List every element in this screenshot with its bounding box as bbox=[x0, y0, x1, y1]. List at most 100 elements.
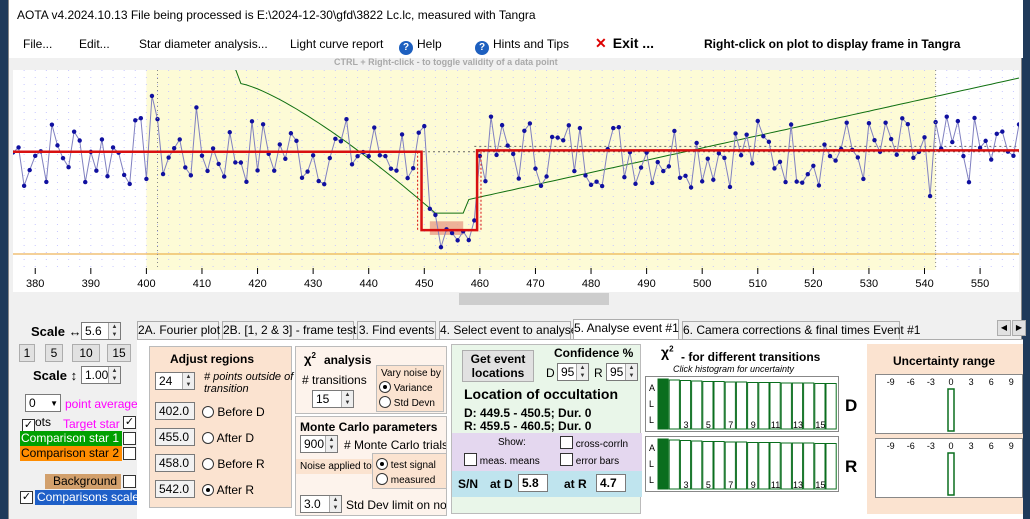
error-bars-checkbox-row[interactable]: error bars bbox=[560, 453, 619, 467]
tab-select-event[interactable]: 4. Select event to analyse bbox=[439, 321, 578, 339]
after-r-radio[interactable]: After R bbox=[202, 483, 254, 497]
transition-bar bbox=[769, 382, 781, 430]
confidence-d-input[interactable]: 95 ▲ ▼ bbox=[557, 363, 589, 381]
confidence-r-spinner[interactable]: ▲ ▼ bbox=[625, 364, 637, 380]
before-d-value[interactable]: 402.0 bbox=[155, 402, 195, 420]
sd-limit-input[interactable]: 3.0 ▲ ▼ bbox=[300, 495, 342, 513]
scale-y-spinner[interactable]: ▲ ▼ bbox=[108, 367, 120, 383]
background-checkbox[interactable] bbox=[123, 475, 136, 488]
all-label: L bbox=[649, 459, 654, 469]
scale-button-1[interactable]: 1 bbox=[19, 344, 35, 362]
before-r-value[interactable]: 458.0 bbox=[155, 454, 195, 472]
data-point bbox=[77, 138, 82, 143]
measured-radio[interactable]: measured bbox=[376, 473, 435, 486]
scale-button-5[interactable]: 5 bbox=[45, 344, 63, 362]
data-point bbox=[227, 130, 232, 135]
data-point bbox=[872, 137, 877, 143]
target-star-checkbox[interactable]: ✓ bbox=[123, 416, 136, 429]
menu-hints[interactable]: ? Hints and Tips bbox=[475, 37, 569, 55]
data-point bbox=[833, 158, 838, 163]
plot-scrollbar[interactable] bbox=[13, 292, 1019, 306]
uncertainty-r-svg[interactable]: -9 -6 -3 0 3 6 9 bbox=[876, 439, 1022, 497]
histogram-r-svg[interactable]: ALL 3 5 7 9 11 13 15 bbox=[646, 437, 838, 491]
after-r-value[interactable]: 542.0 bbox=[155, 480, 195, 498]
data-point bbox=[549, 134, 555, 140]
cross-corr-checkbox-row[interactable]: cross-corrln bbox=[560, 436, 628, 450]
noise-stddev-dot[interactable] bbox=[379, 396, 391, 408]
menu-star-diameter[interactable]: Star diameter analysis... bbox=[139, 37, 268, 51]
test-signal-dot[interactable] bbox=[376, 458, 388, 470]
tab-scroll-left[interactable]: ◀ bbox=[997, 320, 1011, 336]
tab-fourier[interactable]: 2A. Fourier plot bbox=[137, 321, 221, 339]
data-point bbox=[694, 140, 699, 146]
uncertainty-d-plot[interactable]: -9 -6 -3 0 3 6 9 bbox=[875, 374, 1023, 434]
transition-bar-label: 7 bbox=[728, 480, 733, 490]
scale-y-input[interactable]: 1.00 ▲ ▼ bbox=[81, 366, 121, 384]
transitions-histogram-d[interactable]: A L L 3 5 7 9 11 13 15 bbox=[645, 376, 839, 432]
confidence-d-spinner[interactable]: ▲ ▼ bbox=[576, 364, 588, 380]
scale-button-10[interactable]: 10 bbox=[72, 344, 100, 362]
confidence-r-input[interactable]: 95 ▲ ▼ bbox=[606, 363, 638, 381]
scale-button-15[interactable]: 15 bbox=[107, 344, 131, 362]
sn-label: S/N bbox=[458, 477, 479, 491]
meas-means-checkbox-row[interactable]: meas. means bbox=[464, 453, 540, 467]
plots-checkbox-row[interactable]: ✓ ots bbox=[22, 415, 51, 432]
scale-x-input[interactable]: 5.6 ▲ ▼ bbox=[81, 322, 121, 340]
transitions-histogram-r[interactable]: A L L 3 5 7 9 11 13 15 bbox=[645, 436, 839, 492]
comp1-checkbox[interactable] bbox=[123, 432, 136, 445]
tab-analyse-event[interactable]: 5. Analyse event #1 bbox=[573, 319, 679, 339]
light-curve-plot[interactable]: 380 390 400 410 420 430 440 450 460 470 480 490 500 5… bbox=[10, 62, 1022, 292]
meas-means-checkbox[interactable] bbox=[464, 453, 477, 466]
tab-camera-corrections[interactable]: 6. Camera corrections & final times Even… bbox=[682, 321, 921, 339]
cross-corr-checkbox[interactable] bbox=[560, 436, 573, 449]
plot-scroll-thumb[interactable] bbox=[459, 293, 609, 305]
after-d-radio[interactable]: After D bbox=[202, 431, 254, 445]
transition-bar bbox=[724, 381, 736, 430]
noise-variance-dot[interactable] bbox=[379, 381, 391, 393]
point-average-select[interactable]: 0 ▼ bbox=[25, 394, 61, 412]
x-tick-label: 450 bbox=[415, 278, 433, 290]
noise-variance-radio[interactable]: Variance bbox=[379, 381, 433, 394]
menu-light-curve-report[interactable]: Light curve report bbox=[290, 37, 384, 51]
menu-exit[interactable]: ✕ Exit ... bbox=[595, 35, 654, 52]
transitions-spinner[interactable]: ▲ ▼ bbox=[341, 391, 353, 407]
point-average-label: point average bbox=[65, 397, 138, 411]
menu-file[interactable]: File... bbox=[23, 37, 53, 51]
transition-bar bbox=[825, 443, 837, 490]
points-outside-spinner[interactable]: ▲ ▼ bbox=[182, 373, 194, 389]
transition-bar bbox=[679, 440, 692, 490]
test-signal-radio[interactable]: test signal bbox=[376, 458, 436, 471]
tab-scroll-right[interactable]: ▶ bbox=[1012, 320, 1026, 336]
histogram-d-svg[interactable]: ALL 3 5 7 9 11 13 15 bbox=[646, 377, 838, 431]
transitions-input[interactable]: 15 ▲ ▼ bbox=[312, 390, 354, 408]
after-d-value[interactable]: 455.0 bbox=[155, 428, 195, 446]
after-r-radio-dot[interactable] bbox=[202, 484, 214, 496]
get-event-locations-button[interactable]: Get event locations bbox=[462, 350, 534, 382]
before-r-radio-dot[interactable] bbox=[202, 458, 214, 470]
error-bars-checkbox[interactable] bbox=[560, 453, 573, 466]
before-d-radio[interactable]: Before D bbox=[202, 405, 265, 419]
before-r-radio[interactable]: Before R bbox=[202, 457, 265, 471]
tab-find-events[interactable]: 3. Find events bbox=[357, 321, 436, 339]
measured-dot[interactable] bbox=[376, 473, 388, 485]
menu-help[interactable]: ? Help bbox=[399, 37, 442, 55]
close-icon: ✕ bbox=[595, 35, 607, 51]
points-outside-input[interactable]: 24 ▲ ▼ bbox=[155, 372, 195, 390]
before-d-radio-dot[interactable] bbox=[202, 406, 214, 418]
uncertainty-r-plot[interactable]: -9 -6 -3 0 3 6 9 bbox=[875, 438, 1023, 498]
trials-input[interactable]: 900 ▲ ▼ bbox=[300, 435, 338, 453]
data-point bbox=[972, 115, 977, 121]
sd-limit-spinner[interactable]: ▲ ▼ bbox=[329, 496, 341, 512]
data-point bbox=[499, 122, 505, 128]
data-point bbox=[561, 138, 566, 143]
comp2-checkbox[interactable] bbox=[123, 447, 136, 460]
noise-stddev-radio[interactable]: Std Devn bbox=[379, 396, 435, 409]
tab-frame-test[interactable]: 2B. [1, 2 & 3] - frame test bbox=[222, 321, 357, 339]
trials-spinner[interactable]: ▲ ▼ bbox=[325, 436, 337, 452]
menu-edit[interactable]: Edit... bbox=[79, 37, 110, 51]
light-curve-svg[interactable]: 380 390 400 410 420 430 440 450 460 470 480 490 500 5… bbox=[10, 62, 1022, 292]
scale-x-spinner[interactable]: ▲ ▼ bbox=[108, 323, 120, 339]
comps-scaled-checkbox[interactable]: ✓ bbox=[20, 491, 33, 504]
after-d-radio-dot[interactable] bbox=[202, 432, 214, 444]
uncertainty-d-svg[interactable]: -9 -6 -3 0 3 6 9 bbox=[876, 375, 1022, 433]
